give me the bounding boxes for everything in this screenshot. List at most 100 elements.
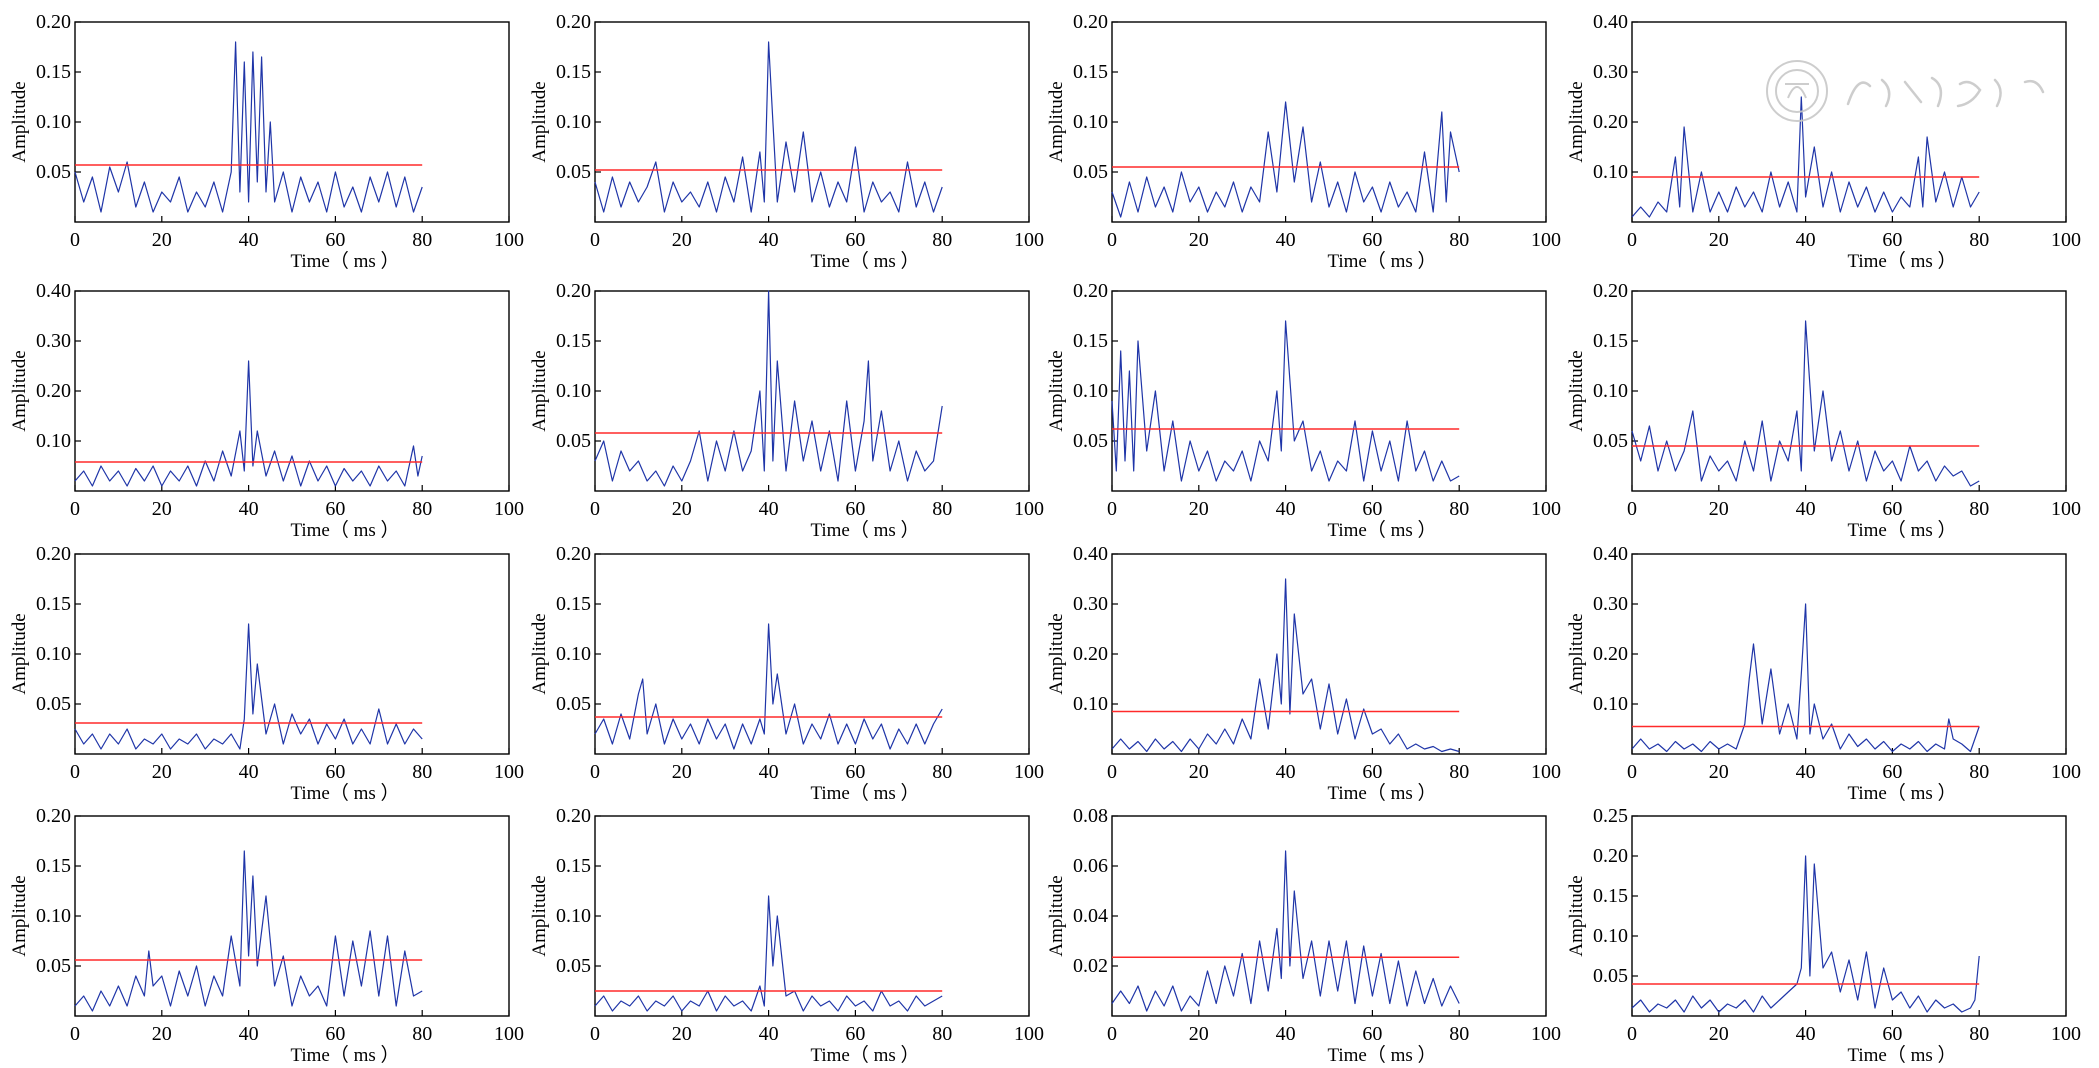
subplot-12: 0 20 40 60 80 100 0.10 0.20 0.30 0.40 Time（ ms ） Am…: [1566, 543, 2081, 804]
x-tick-label: 80: [932, 498, 952, 520]
plot-frame: [594, 21, 1030, 223]
y-tick-label: 0.10: [36, 643, 71, 665]
x-tick-label: 20: [1189, 229, 1209, 251]
x-tick-label: 0: [70, 229, 80, 251]
x-tick-label: 60: [1882, 498, 1902, 520]
plot-frame: [1631, 553, 2067, 755]
x-axis-label: Time（ ms ）: [290, 250, 399, 272]
y-tick-label: 0.30: [1073, 593, 1108, 615]
y-tick-label: 0.10: [556, 380, 591, 402]
y-tick-label: 0.40: [36, 280, 71, 302]
y-tick-label: 0.30: [36, 330, 71, 352]
x-tick-label: 40: [1796, 498, 1816, 520]
x-tick-label: 40: [759, 498, 779, 520]
x-tick-label: 0: [1627, 761, 1637, 783]
x-tick-label: 0: [70, 761, 80, 783]
y-tick-label: 0.15: [556, 61, 591, 83]
x-axis-label: Time（ ms ）: [290, 519, 399, 541]
y-tick-label: 0.20: [556, 280, 591, 302]
plot-frame: [1111, 815, 1547, 1017]
y-tick-label: 0.10: [556, 643, 591, 665]
x-tick-label: 80: [1969, 498, 1989, 520]
y-axis-label: Amplitude: [1046, 613, 1067, 694]
y-tick-label: 0.20: [1593, 111, 1628, 133]
x-axis-label: Time（ ms ）: [1327, 519, 1436, 541]
y-tick-label: 0.15: [1593, 885, 1628, 907]
x-tick-label: 0: [1627, 498, 1637, 520]
y-tick-label: 0.05: [1073, 430, 1108, 452]
signal-line: [1631, 603, 1980, 753]
signal-line: [1111, 850, 1460, 1012]
y-tick-label: 0.30: [1593, 61, 1628, 83]
x-tick-label: 60: [845, 1023, 865, 1045]
x-axis-label: Time（ ms ）: [810, 1044, 919, 1066]
y-axis-label: Amplitude: [529, 613, 550, 694]
y-axis-label: Amplitude: [529, 875, 550, 956]
x-tick-label: 0: [590, 229, 600, 251]
x-tick-label: 0: [590, 498, 600, 520]
y-tick-label: 0.05: [1073, 161, 1108, 183]
x-tick-label: 20: [1709, 229, 1729, 251]
plot-frame: [1631, 815, 2067, 1017]
y-tick-label: 0.20: [1073, 11, 1108, 33]
y-axis-label: Amplitude: [1566, 350, 1587, 431]
x-tick-label: 60: [1362, 498, 1382, 520]
y-tick-label: 0.20: [1073, 280, 1108, 302]
x-tick-label: 60: [325, 761, 345, 783]
x-tick-label: 20: [1189, 498, 1209, 520]
x-tick-label: 40: [1276, 761, 1296, 783]
y-tick-label: 0.10: [1593, 161, 1628, 183]
y-tick-label: 0.10: [556, 111, 591, 133]
y-tick-label: 0.15: [1073, 330, 1108, 352]
x-tick-label: 20: [1189, 761, 1209, 783]
x-tick-label: 0: [1107, 498, 1117, 520]
signal-line: [594, 623, 943, 750]
plot-frame: [74, 290, 510, 492]
subplot-13: 0 20 40 60 80 100 0.05 0.10 0.15 0.20 Time（ ms ） Am…: [9, 805, 524, 1066]
y-tick-label: 0.10: [1593, 380, 1628, 402]
y-tick-label: 0.02: [1073, 955, 1108, 977]
x-tick-label: 60: [325, 498, 345, 520]
x-tick-label: 0: [1107, 761, 1117, 783]
y-tick-label: 0.15: [556, 330, 591, 352]
y-tick-label: 0.10: [36, 905, 71, 927]
x-tick-label: 0: [1627, 1023, 1637, 1045]
x-tick-label: 100: [494, 761, 524, 783]
y-axis-label: Amplitude: [1046, 350, 1067, 431]
y-tick-label: 0.40: [1073, 543, 1108, 565]
x-tick-label: 20: [152, 229, 172, 251]
x-tick-label: 20: [672, 1023, 692, 1045]
signal-line: [1111, 320, 1460, 482]
x-tick-label: 0: [70, 1023, 80, 1045]
x-tick-label: 100: [1014, 229, 1044, 251]
y-axis-label: Amplitude: [1046, 875, 1067, 956]
x-axis-label: Time（ ms ）: [1847, 519, 1956, 541]
y-tick-label: 0.15: [556, 855, 591, 877]
x-tick-label: 100: [1014, 1023, 1044, 1045]
x-tick-label: 100: [1531, 761, 1561, 783]
y-tick-label: 0.05: [1593, 965, 1628, 987]
y-tick-label: 0.20: [1593, 280, 1628, 302]
x-tick-label: 80: [1969, 1023, 1989, 1045]
x-tick-label: 100: [2051, 498, 2081, 520]
y-tick-label: 0.10: [1073, 693, 1108, 715]
x-tick-label: 100: [494, 498, 524, 520]
x-axis-label: Time（ ms ）: [1847, 250, 1956, 272]
y-axis-label: Amplitude: [529, 350, 550, 431]
watermark-seal: [1766, 60, 2045, 122]
signal-line: [1111, 578, 1460, 753]
y-tick-label: 0.20: [1073, 643, 1108, 665]
y-tick-label: 0.15: [36, 61, 71, 83]
y-tick-label: 0.20: [1593, 845, 1628, 867]
x-axis-label: Time（ ms ）: [1327, 250, 1436, 272]
x-tick-label: 40: [239, 229, 259, 251]
x-tick-label: 60: [1882, 761, 1902, 783]
x-tick-label: 40: [759, 761, 779, 783]
x-axis-label: Time（ ms ）: [810, 782, 919, 804]
x-tick-label: 0: [590, 761, 600, 783]
signal-line: [1631, 320, 1980, 487]
x-tick-label: 80: [412, 229, 432, 251]
y-tick-label: 0.10: [36, 430, 71, 452]
x-tick-label: 40: [1276, 1023, 1296, 1045]
y-axis-label: Amplitude: [529, 81, 550, 162]
